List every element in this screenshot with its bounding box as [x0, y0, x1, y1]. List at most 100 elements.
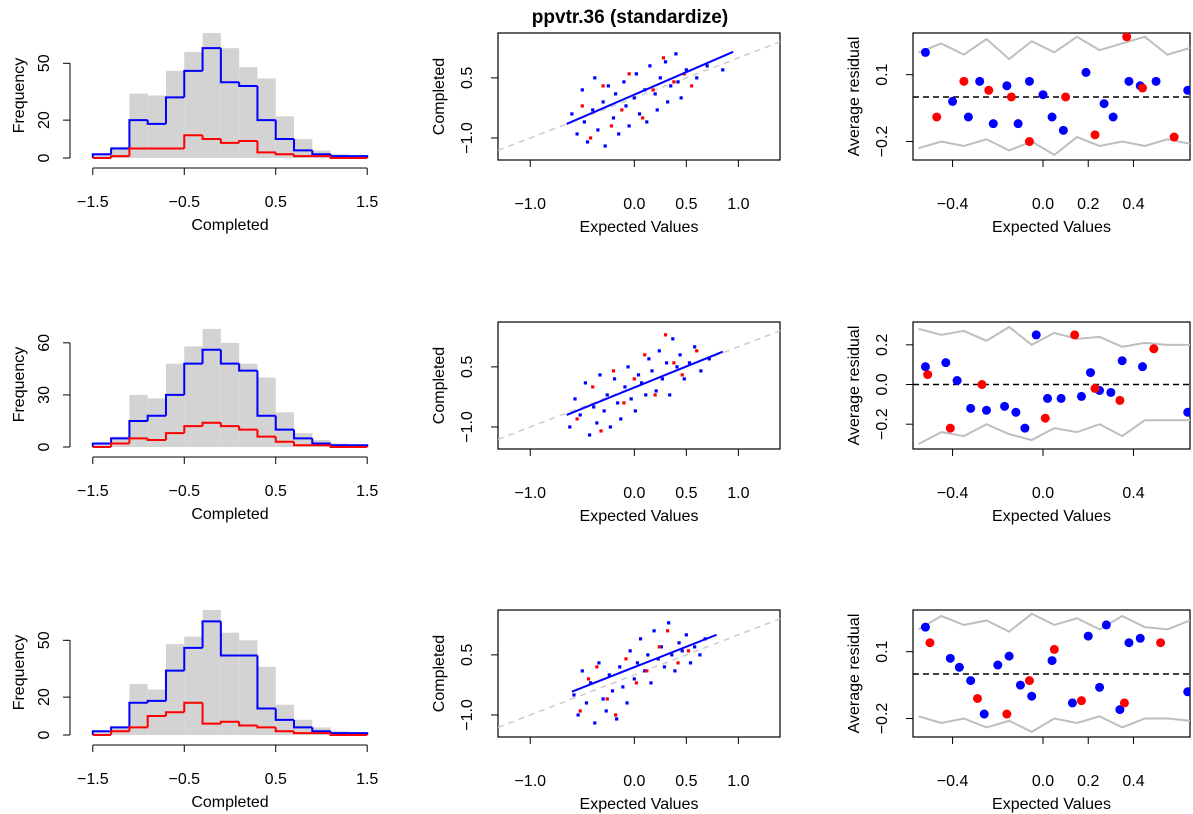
point: [602, 409, 606, 413]
point: [1119, 698, 1129, 708]
histogram-bar: [92, 443, 112, 447]
point: [1006, 92, 1016, 102]
point: [654, 389, 658, 393]
histogram-step: [256, 429, 276, 438]
point: [587, 433, 592, 437]
point: [1047, 112, 1057, 122]
point: [1083, 631, 1093, 641]
point: [1115, 395, 1125, 405]
point: [695, 349, 699, 353]
histogram-step: [110, 442, 130, 447]
point: [673, 669, 677, 673]
point: [608, 425, 612, 429]
x-axis-label: Expected Values: [580, 508, 699, 525]
histogram-bar: [147, 95, 166, 158]
point: [1067, 698, 1077, 708]
point: [675, 365, 679, 369]
histogram-bar: [147, 398, 166, 447]
y-axis-label: Frequency: [11, 635, 28, 711]
point: [672, 361, 676, 365]
plot-area: [913, 325, 1190, 445]
point: [568, 425, 572, 429]
point: [626, 365, 630, 369]
point: [671, 337, 675, 341]
point: [981, 405, 991, 415]
histogram-step: [293, 429, 313, 440]
point: [576, 713, 580, 717]
histogram-step: [183, 134, 203, 149]
point: [628, 649, 632, 653]
histogram-step: [219, 621, 240, 657]
histogram-step: [311, 727, 331, 733]
x-tick-label: 0.0: [1032, 485, 1054, 502]
point: [988, 119, 998, 129]
point: [603, 144, 607, 148]
point: [601, 84, 605, 88]
point: [601, 100, 605, 104]
point: [1090, 383, 1100, 393]
point: [1031, 330, 1041, 340]
histogram-step: [110, 155, 130, 158]
x-tick-label: −0.5: [168, 771, 200, 788]
y-axis-label: Completed: [431, 635, 448, 712]
histogram-step: [128, 147, 148, 157]
plot-area: [913, 612, 1190, 734]
point: [1056, 393, 1066, 403]
point: [606, 84, 610, 88]
point: [959, 76, 969, 86]
histogram-step: [219, 48, 240, 84]
histogram-step: [311, 150, 331, 156]
histogram-step: [293, 731, 313, 735]
point: [607, 673, 611, 677]
point: [632, 677, 636, 681]
point: [635, 661, 640, 665]
point: [662, 665, 667, 669]
point: [578, 413, 582, 417]
histogram-step: [110, 437, 130, 444]
x-tick-label: 0.0: [623, 773, 645, 790]
point: [721, 68, 725, 72]
point: [925, 638, 935, 648]
histogram-step: [219, 349, 240, 365]
histogram-bar: [220, 48, 240, 158]
x-tick-label: −1.0: [514, 485, 546, 502]
plot-box: [497, 609, 781, 738]
x-tick-label: 1.5: [356, 194, 378, 211]
panel: −1.0 0.0 0.5 1.0 −1.0 0.5 Expected Values Compl…: [431, 321, 781, 525]
point: [674, 52, 678, 56]
point: [636, 373, 641, 377]
point: [660, 377, 665, 381]
x-tick-label: −1.0: [514, 773, 546, 790]
histogram-step: [329, 733, 349, 736]
point: [624, 104, 628, 108]
x-tick-label: 1.0: [727, 773, 749, 790]
point: [667, 621, 671, 625]
point: [1151, 76, 1161, 86]
point: [655, 108, 659, 112]
panel: −1.0 0.0 0.5 1.0 −1.0 0.5 Expected Values Compl…: [431, 609, 781, 813]
histogram-step: [128, 419, 148, 439]
histogram-step: [256, 140, 276, 154]
histogram-step: [274, 727, 295, 733]
point: [920, 47, 930, 57]
histogram-step: [311, 438, 331, 445]
point: [585, 140, 590, 144]
point: [1020, 423, 1030, 433]
point: [580, 88, 584, 92]
histogram-bar: [129, 93, 148, 158]
histogram-step: [91, 153, 112, 158]
point: [705, 64, 709, 68]
point: [1081, 67, 1091, 77]
point: [920, 362, 930, 372]
point: [573, 397, 577, 401]
histogram-bar: [165, 363, 185, 447]
point: [593, 721, 597, 725]
point: [1043, 393, 1053, 403]
histogram-step: [329, 156, 349, 159]
point: [648, 64, 652, 68]
point: [592, 405, 596, 409]
point: [966, 676, 976, 686]
panel: −1.5 −0.5 0.5 1.5 0 20 50 Completed Frequency: [11, 33, 378, 234]
y-tick-label: 50: [36, 54, 53, 72]
